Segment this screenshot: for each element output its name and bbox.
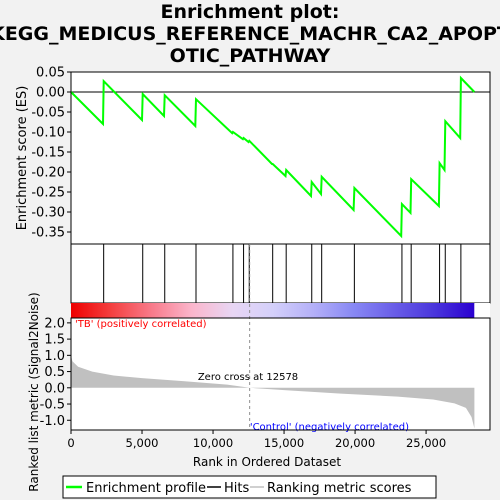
- es-plot-area: [71, 72, 490, 244]
- x-tick-label: 10,000: [193, 436, 233, 450]
- metric-y-tick-label: 1.5: [44, 333, 65, 348]
- metric-y-tick-label: 1.0: [44, 349, 65, 364]
- legend-hits-label: Hits: [224, 481, 249, 496]
- x-tick-label: 15,000: [264, 436, 304, 450]
- negative-correlation-label: 'Control' (negatively correlated): [250, 422, 409, 433]
- metric-y-tick-label: 0.0: [44, 381, 65, 396]
- hits-plot-area: [71, 244, 490, 303]
- metric-y-tick-label: 0.5: [44, 365, 65, 380]
- es-y-axis-label: Enrichment score (ES): [15, 86, 30, 231]
- chart-title-line2: KEGG_MEDICUS_REFERENCE_MACHR_CA2_APOPT: [0, 23, 500, 45]
- chart-title-line3: OTIC_PATHWAY: [170, 45, 331, 67]
- x-tick-label: 25,000: [406, 436, 446, 450]
- hits-panel: [71, 244, 490, 303]
- chart-legend: Enrichment profile Hits Ranking metric sco…: [63, 476, 436, 498]
- positive-correlation-label: 'TB' (positively correlated): [75, 319, 207, 330]
- es-y-tick-label: -0.05: [31, 106, 65, 121]
- heatmap-empty: [474, 303, 490, 318]
- es-y-tick-label: 0.00: [36, 86, 65, 101]
- metric-y-tick-label: 2.0: [44, 316, 65, 331]
- es-y-tick-label: -0.20: [31, 166, 65, 181]
- es-y-tick-label: -0.35: [31, 226, 65, 241]
- enrichment-score-panel: 0.05 0.00 -0.05 -0.10 -0.15 -0.20 -0.25 -0.30 -0…: [31, 66, 490, 245]
- legend-ranking-label: Ranking metric scores: [267, 481, 412, 496]
- metric-y-axis-label: Ranked list metric (Signal2Noise): [27, 292, 41, 491]
- chart-title-line1: Enrichment plot:: [161, 1, 340, 23]
- x-tick-label: 0: [67, 436, 74, 450]
- es-y-tick-label: -0.30: [31, 206, 65, 221]
- metric-y-tick-label: -1.0: [40, 414, 65, 429]
- zero-cross-label: Zero cross at 12578: [198, 372, 298, 383]
- es-y-tick-label: 0.05: [36, 66, 65, 81]
- heatmap-strip: [71, 303, 474, 318]
- x-tick-label: 5,000: [126, 436, 159, 450]
- rank-heatmap-bar: [71, 303, 490, 318]
- es-y-tick-label: -0.10: [31, 126, 65, 141]
- x-axis-label: Rank in Ordered Dataset: [193, 455, 341, 469]
- es-y-tick-label: -0.15: [31, 146, 65, 161]
- es-y-tick-label: -0.25: [31, 186, 65, 201]
- legend-enrichment-label: Enrichment profile: [86, 481, 206, 496]
- x-tick-label: 20,000: [335, 436, 375, 450]
- metric-y-tick-label: -0.5: [40, 398, 65, 413]
